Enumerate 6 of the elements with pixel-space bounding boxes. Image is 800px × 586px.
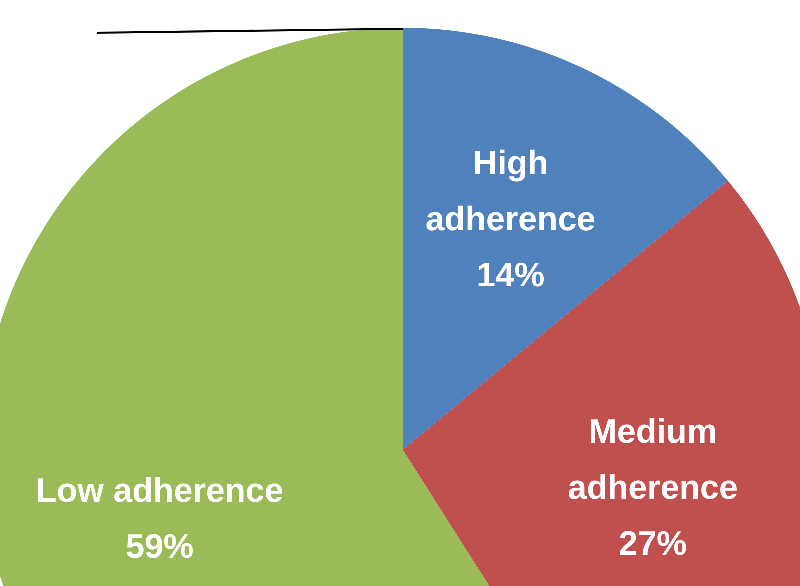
data-label: 14%	[476, 256, 545, 294]
data-label: 27%	[619, 524, 688, 563]
data-label: 59%	[126, 528, 194, 566]
slice-label: Medium adherence	[568, 412, 738, 507]
slice-label: Low adherence	[36, 472, 284, 510]
slice-label: High adherence	[426, 144, 596, 238]
